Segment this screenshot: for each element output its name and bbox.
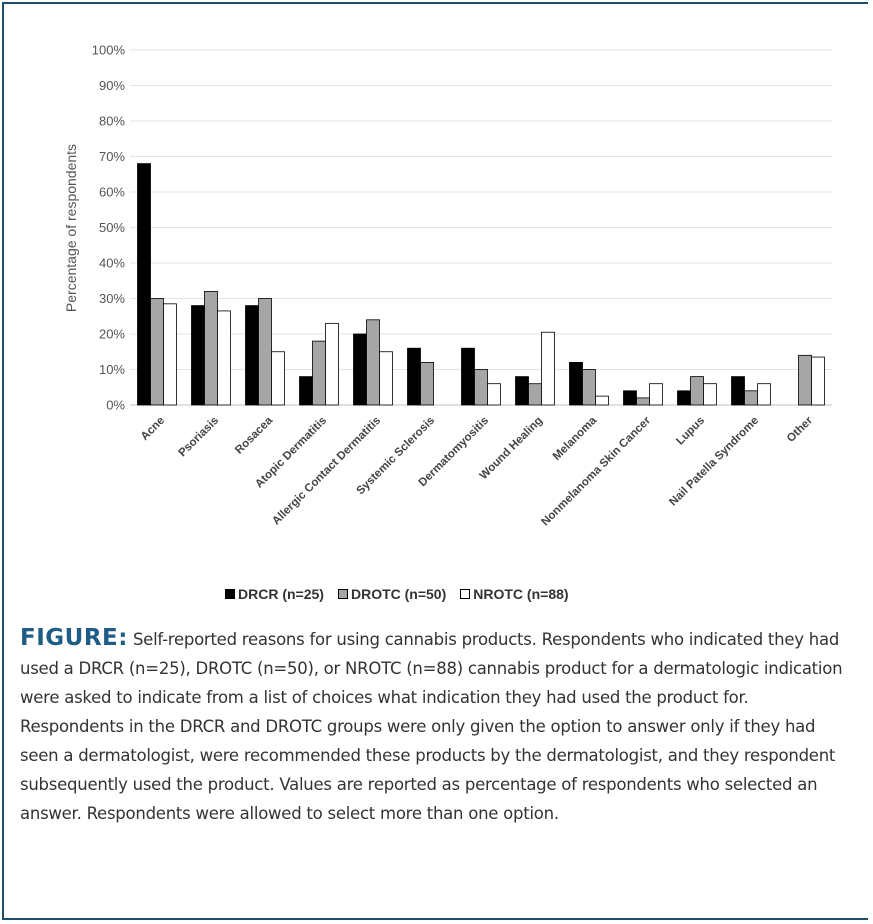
- frame-bottom-rule: [2, 918, 868, 920]
- bar-drotc: [744, 390, 758, 406]
- x-tick-label: Rosacea: [233, 414, 275, 456]
- bar-nrotc: [271, 351, 285, 406]
- bar-drotc: [150, 298, 164, 406]
- bar-drotc: [258, 298, 272, 406]
- bar-drcr: [299, 376, 313, 406]
- bar-drcr: [137, 163, 151, 406]
- legend-swatch-nrotc: [460, 589, 471, 599]
- bar-drotc: [420, 361, 434, 406]
- legend-item-nrotc: NROTC (n=88): [460, 586, 569, 602]
- bar-drcr: [515, 376, 529, 406]
- bar-drcr: [353, 333, 367, 406]
- bar-drcr: [461, 347, 475, 406]
- bar-drotc: [366, 319, 380, 406]
- y-tick-label: 100%: [92, 43, 126, 58]
- x-tick-label: Nonmelanoma Skin Cancer: [539, 414, 653, 528]
- figure-caption: FIGURE: Self-reported reasons for using …: [20, 624, 850, 828]
- legend-label-nrotc: NROTC (n=88): [473, 586, 569, 602]
- bar-drotc: [582, 369, 596, 406]
- bar-nrotc: [811, 356, 825, 406]
- bar-nrotc: [703, 383, 717, 406]
- bar-drotc: [312, 340, 326, 406]
- chart-legend: DRCR (n=25) DROTC (n=50) NROTC (n=88): [225, 586, 569, 602]
- y-tick-label: 60%: [99, 185, 125, 200]
- x-tick-label: Other: [785, 414, 816, 445]
- legend-label-drotc: DROTC (n=50): [350, 586, 447, 602]
- x-tick-label: Lupus: [674, 415, 707, 448]
- bar-drcr: [569, 361, 583, 406]
- bar-nrotc: [217, 310, 231, 406]
- bar-drcr: [623, 390, 637, 406]
- bar-drotc: [690, 376, 704, 406]
- y-tick-label: 50%: [99, 220, 125, 235]
- y-tick-label: 30%: [99, 291, 125, 306]
- bar-drotc: [204, 290, 218, 406]
- bar-nrotc: [595, 395, 609, 406]
- y-tick-label: 20%: [99, 327, 125, 342]
- caption-label: FIGURE:: [20, 625, 128, 651]
- y-tick-label: 0%: [106, 398, 125, 413]
- legend-label-drcr: DRCR (n=25): [238, 586, 324, 602]
- bar-nrotc: [163, 303, 177, 406]
- y-tick-label: 10%: [99, 362, 125, 377]
- bar-drcr: [245, 305, 259, 406]
- bar-nrotc: [541, 331, 555, 406]
- bar-nrotc: [757, 383, 771, 406]
- y-tick-label: 70%: [99, 149, 125, 164]
- y-tick-label: 90%: [99, 78, 125, 93]
- legend-swatch-drcr: [225, 589, 235, 599]
- y-axis-label: Percentage of respondents: [63, 144, 79, 312]
- legend-item-drcr: DRCR (n=25): [225, 586, 324, 602]
- x-tick-label: Nail Patella Syndrome: [667, 415, 761, 509]
- bar-drcr: [407, 347, 421, 406]
- x-tick-label: Psoriasis: [176, 415, 221, 460]
- bar-nrotc: [325, 322, 339, 406]
- legend-item-drotc: DROTC (n=50): [337, 586, 447, 602]
- bar-drotc: [636, 397, 650, 406]
- y-tick-label: 40%: [99, 256, 125, 271]
- bar-chart: 0% 10% 20% 30% 40% 50% 60% 70% 80% 90% 100% Acne Pso…: [63, 43, 832, 528]
- x-tick-label: Allergic Contact Dermatitis: [270, 415, 383, 528]
- bar-drotc: [528, 383, 542, 406]
- bar-drcr: [731, 376, 745, 406]
- x-tick-label: Acne: [139, 415, 167, 443]
- bar-drotc: [474, 369, 488, 406]
- bar-drcr: [677, 390, 691, 406]
- bar-nrotc: [487, 383, 501, 406]
- legend-swatch-drotc: [337, 589, 348, 599]
- bar-drotc: [798, 354, 812, 406]
- bar-drcr: [191, 305, 205, 406]
- y-tick-label: 80%: [99, 114, 125, 129]
- bar-nrotc: [379, 351, 393, 406]
- x-tick-label: Melanoma: [551, 414, 600, 463]
- bar-nrotc: [649, 383, 663, 406]
- caption-text: Self-reported reasons for using cannabis…: [20, 630, 843, 823]
